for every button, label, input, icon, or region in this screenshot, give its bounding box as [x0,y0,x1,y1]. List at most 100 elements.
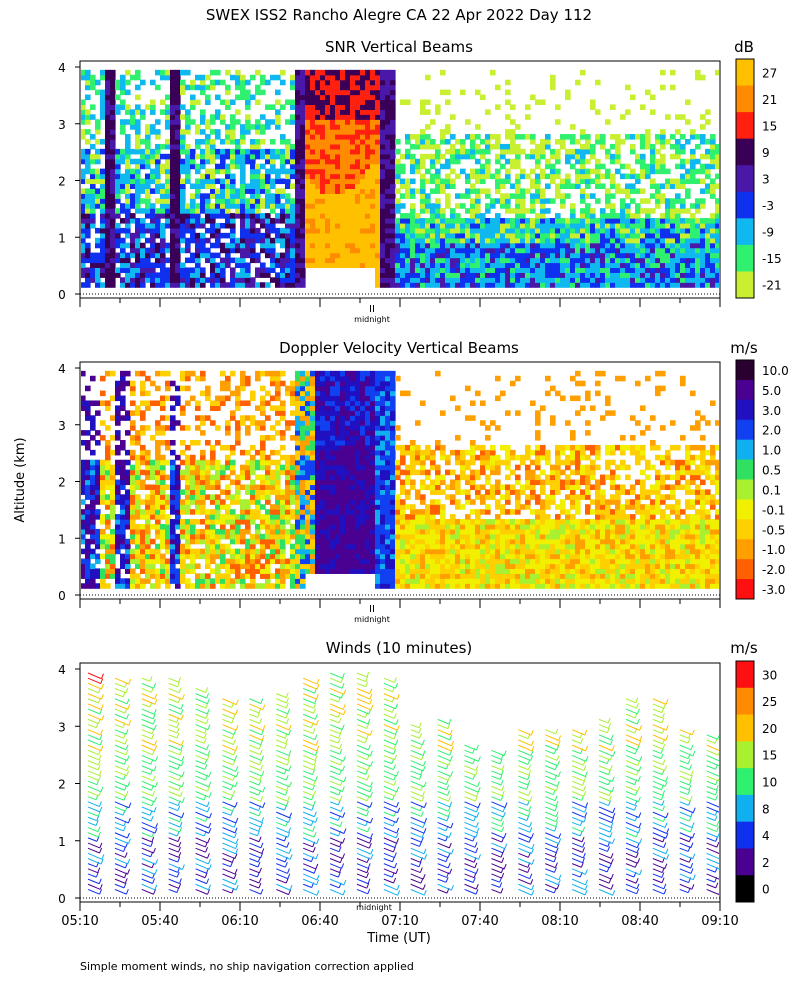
heatmap-cell [165,539,171,545]
heatmap-cell [660,218,666,224]
heatmap-cell [680,179,686,185]
heatmap-cell [315,159,321,165]
heatmap-cell [220,400,226,406]
heatmap-cell [240,139,246,145]
heatmap-cell [85,573,91,579]
heatmap-cell [145,563,151,569]
heatmap-cell [215,563,221,569]
heatmap-cell [245,129,251,135]
heatmap-cell [555,253,561,259]
heatmap-cell [325,99,331,105]
heatmap-cell [545,262,551,268]
heatmap-cell [230,149,236,155]
heatmap-cell [100,223,106,229]
heatmap-cell [145,179,151,185]
heatmap-cell [180,70,186,76]
heatmap-cell [85,470,91,476]
heatmap-cell [445,233,451,239]
heatmap-cell [325,124,331,130]
heatmap-cell [90,277,96,283]
heatmap-cell [105,455,111,461]
heatmap-cell [505,253,511,259]
heatmap-cell [150,465,156,471]
heatmap-cell [315,208,321,214]
heatmap-cell [300,119,306,125]
heatmap-cell [180,386,186,392]
heatmap-cell [190,218,196,224]
heatmap-cell [175,95,181,101]
heatmap-cell [85,514,91,520]
heatmap-cell [315,70,321,76]
heatmap-cell [310,119,316,125]
heatmap-cell [250,124,256,130]
heatmap-cell [325,114,331,120]
heatmap-cell [120,371,126,377]
heatmap-cell [330,262,336,268]
heatmap-cell [260,494,266,500]
heatmap-cell [255,85,261,91]
heatmap-cell [180,218,186,224]
heatmap-cell [175,248,181,254]
heatmap-cell [145,104,151,110]
heatmap-cell [200,238,206,244]
heatmap-cell [135,267,141,273]
heatmap-cell [115,435,121,441]
heatmap-cell [370,139,376,145]
heatmap-cell [80,484,86,490]
heatmap-cell [640,233,646,239]
heatmap-cell [560,139,566,145]
heatmap-cell [105,499,111,505]
heatmap-cell [660,248,666,254]
heatmap-cell [305,262,311,268]
heatmap-cell [235,400,241,406]
heatmap-cell [110,484,116,490]
heatmap-cell [235,277,241,283]
heatmap-cell [195,400,201,406]
heatmap-cell [150,159,156,165]
heatmap-cell [100,539,106,545]
heatmap-cell [240,583,246,589]
heatmap-cell [645,218,651,224]
heatmap-cell [450,169,456,175]
heatmap-cell [615,228,621,234]
heatmap-cell [145,188,151,194]
heatmap-cell [250,391,256,397]
heatmap-cell [260,90,266,96]
heatmap-cell [85,243,91,249]
heatmap-cell [220,188,226,194]
heatmap-cell [515,149,521,155]
heatmap-cell [270,218,276,224]
heatmap-cell [115,529,121,535]
heatmap-cell [275,90,281,96]
heatmap-cell [700,179,706,185]
heatmap-cell [95,149,101,155]
heatmap-cell [325,218,331,224]
heatmap-cell [415,253,421,259]
heatmap-cell [240,80,246,86]
heatmap-cell [110,494,116,500]
heatmap-cell [615,144,621,150]
heatmap-cell [510,267,516,273]
heatmap-cell [550,267,556,273]
heatmap-cell [475,144,481,150]
heatmap-cell [500,238,506,244]
heatmap-cell [230,183,236,189]
heatmap-cell [655,253,661,259]
heatmap-cell [255,169,261,175]
heatmap-cell [320,129,326,135]
heatmap-cell [375,267,381,273]
heatmap-cell [260,514,266,520]
heatmap-cell [355,114,361,120]
heatmap-cell [140,154,146,160]
heatmap-cell [105,174,111,180]
heatmap-cell [565,233,571,239]
heatmap-cell [135,524,141,530]
heatmap-cell [285,213,291,219]
heatmap-cell [270,480,276,486]
heatmap-cell [215,228,221,234]
heatmap-cell [110,99,116,105]
heatmap-cell [505,267,511,273]
heatmap-cell [125,578,131,584]
heatmap-cell [295,109,301,115]
heatmap-cell [200,539,206,545]
